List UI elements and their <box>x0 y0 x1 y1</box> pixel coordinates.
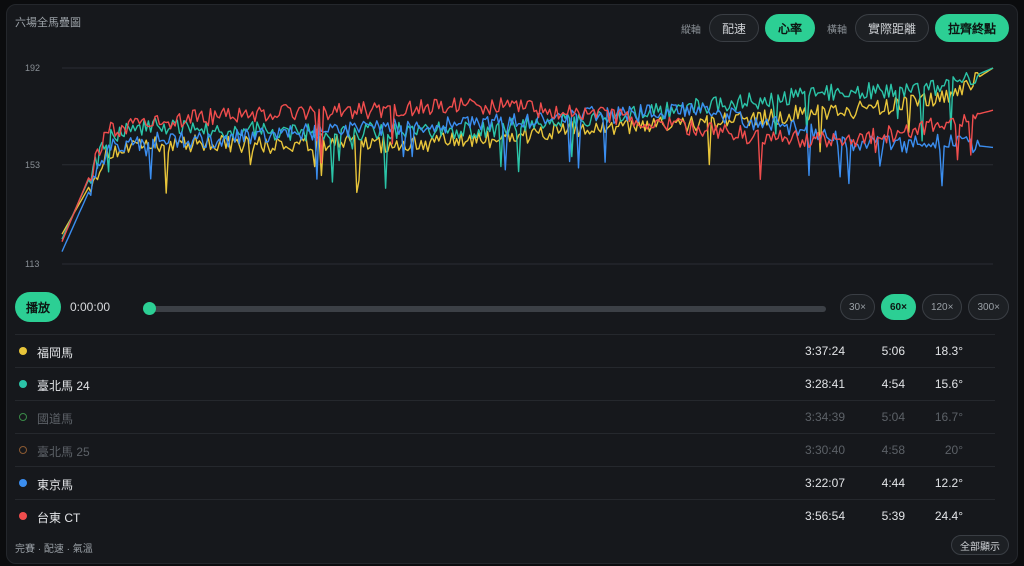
race-row-taitung-ct[interactable]: 台東 CT 3:56:54 5:39 24.4° <box>15 499 995 532</box>
race-pace: 4:54 <box>881 377 905 391</box>
playback-time: 0:00:00 <box>70 300 111 314</box>
axis-controls: 縱軸 配速 心率 橫軸 實際距離 拉齊終點 <box>675 13 1009 43</box>
race-temperature: 18.3° <box>934 344 963 358</box>
race-color-dot <box>19 479 27 487</box>
race-temperature: 20° <box>944 443 963 457</box>
race-temperature: 15.6° <box>934 377 963 391</box>
race-color-dot <box>19 380 27 388</box>
race-finish-time: 3:56:54 <box>804 509 845 523</box>
series-line-3 <box>61 97 994 242</box>
y-tick-labels: 113 153 192 <box>25 63 40 269</box>
race-name: 國道馬 <box>37 412 74 426</box>
y-tick-label: 153 <box>25 160 40 170</box>
race-color-dot <box>19 446 27 454</box>
y-axis-label: 縱軸 <box>680 24 701 36</box>
speed-30x[interactable]: 30× <box>840 294 875 320</box>
race-name: 東京馬 <box>37 478 74 492</box>
x-option-align-finish[interactable]: 拉齊終點 <box>934 14 1009 42</box>
race-row-taipei-24[interactable]: 臺北馬 24 3:28:41 4:54 15.6° <box>15 367 995 400</box>
x-axis-label: 橫軸 <box>826 24 847 36</box>
race-pace: 5:04 <box>881 410 905 424</box>
race-finish-time: 3:34:39 <box>804 410 845 424</box>
race-row-fukuoka[interactable]: 福岡馬 3:37:24 5:06 18.3° <box>15 334 995 367</box>
speed-120x[interactable]: 120× <box>921 294 963 320</box>
race-finish-time: 3:37:24 <box>804 344 845 358</box>
y-option-heart-rate[interactable]: 心率 <box>764 14 815 42</box>
show-all-button[interactable]: 全部顯示 <box>951 535 1009 555</box>
series-line-2 <box>61 102 994 252</box>
race-row-freeway[interactable]: 國道馬 3:34:39 5:04 16.7° <box>15 400 995 433</box>
series-line-1 <box>61 67 994 240</box>
y-tick-label: 192 <box>25 63 40 73</box>
playback-slider-track[interactable] <box>149 306 826 312</box>
race-temperature: 24.4° <box>934 509 963 523</box>
chart-grid <box>62 67 993 265</box>
race-row-tokyo[interactable]: 東京馬 3:22:07 4:44 12.2° <box>15 466 995 499</box>
race-overlay-card <box>6 4 1018 564</box>
heart-rate-chart: 113 153 192 <box>25 63 994 269</box>
page-title: 六場全馬疊圖 <box>15 17 81 29</box>
race-color-dot <box>19 512 27 520</box>
race-list: 福岡馬 3:37:24 5:06 18.3° 臺北馬 24 3:28:41 4:… <box>15 334 995 532</box>
race-finish-time: 3:22:07 <box>804 476 845 490</box>
race-pace: 4:44 <box>881 476 905 490</box>
y-tick-label: 113 <box>25 259 39 269</box>
y-option-pace[interactable]: 配速 <box>708 14 759 42</box>
race-pace: 5:06 <box>881 344 905 358</box>
race-name: 臺北馬 24 <box>37 379 90 393</box>
race-finish-time: 3:28:41 <box>804 377 845 391</box>
speed-options: 30× 60× 120× 300× <box>840 294 1009 320</box>
x-option-actual-distance[interactable]: 實際距離 <box>854 14 929 42</box>
speed-60x[interactable]: 60× <box>880 294 916 320</box>
race-finish-time: 3:30:40 <box>804 443 845 457</box>
series-line-0 <box>61 67 994 235</box>
race-pace: 4:58 <box>881 443 905 457</box>
race-row-taipei-25[interactable]: 臺北馬 25 3:30:40 4:58 20° <box>15 433 995 466</box>
speed-300x[interactable]: 300× <box>968 294 1009 320</box>
play-button[interactable]: 播放 <box>15 292 61 322</box>
race-color-dot <box>19 347 27 355</box>
race-temperature: 16.7° <box>934 410 963 424</box>
race-color-dot <box>19 413 27 421</box>
series-lines <box>61 67 994 252</box>
race-temperature: 12.2° <box>934 476 963 490</box>
race-name: 臺北馬 25 <box>37 445 90 459</box>
race-pace: 5:39 <box>881 509 905 523</box>
race-name: 台東 CT <box>37 511 81 525</box>
playback-slider-handle[interactable] <box>143 302 156 315</box>
footer-note: 完賽 · 配速 · 氣溫 <box>15 544 93 555</box>
race-name: 福岡馬 <box>37 346 74 360</box>
